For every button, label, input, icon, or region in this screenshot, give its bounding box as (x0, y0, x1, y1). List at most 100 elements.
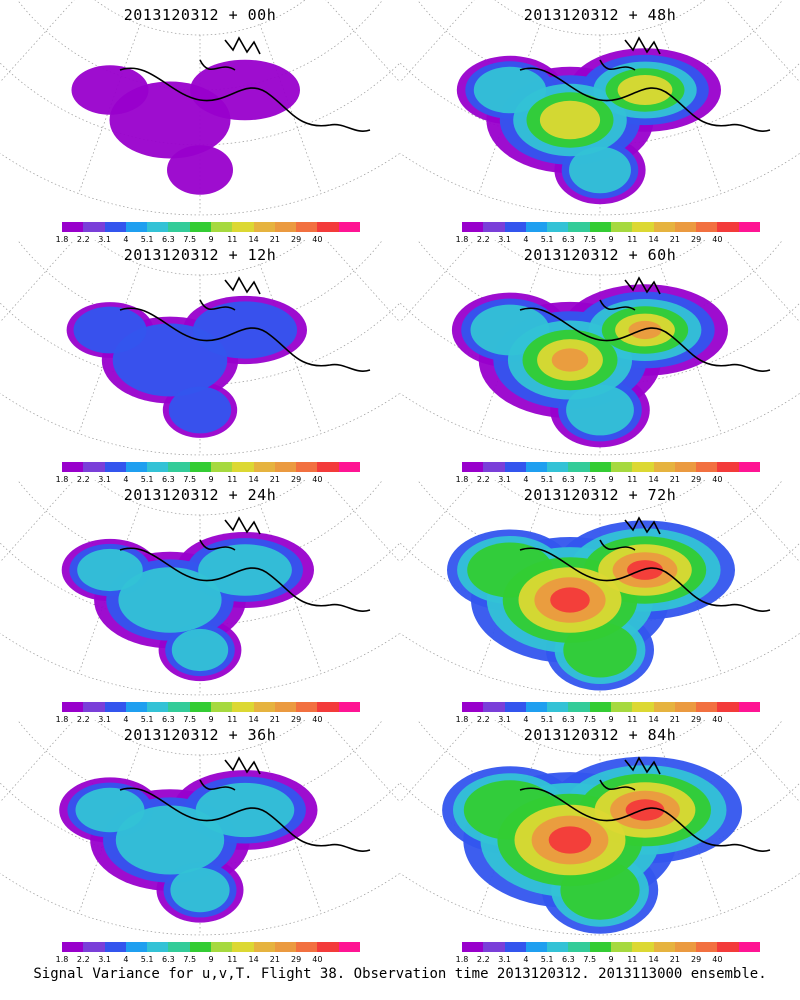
variance-map (400, 480, 800, 696)
colorbar-tick-label: 40 (312, 955, 323, 964)
colorbar-tick-label: 5.1 (540, 475, 554, 484)
colorbar-tick-label: 1.8 (55, 955, 69, 964)
colorbar-tick-label: 2.2 (476, 235, 490, 244)
colorbar-tick-label: 14 (648, 955, 659, 964)
coastline (519, 516, 771, 612)
colorbar-tick-label: 5.1 (140, 715, 154, 724)
colorbar-tick-label: 9 (208, 475, 214, 484)
colorbar-swatch (738, 702, 760, 712)
colorbar-tick-label: 7.5 (183, 955, 197, 964)
colorbar-swatch (210, 702, 233, 712)
colorbar-swatch (674, 702, 697, 712)
panel-title: 2013120312 + 12h (123, 246, 277, 264)
colorbar-swatch (83, 942, 105, 952)
colorbar-swatch (296, 942, 318, 952)
colorbar-tick-label: 40 (712, 955, 723, 964)
colorbar-swatch (168, 222, 190, 232)
forecast-panel: 2013120312 + 72h 1.8 2.2 3.1 4 5.1 6.3 7.5 9 11 14… (400, 480, 800, 724)
colorbar-tick-label: 3.1 (98, 955, 111, 964)
colorbar-swatch (232, 942, 254, 952)
colorbar-swatch (83, 222, 105, 232)
colorbar-tick-label: 2.2 (76, 715, 90, 724)
colorbar-swatch (210, 462, 233, 472)
colorbar-swatch (632, 462, 654, 472)
colorbar-swatch (483, 942, 505, 952)
colorbar-tick-label: 6.3 (562, 715, 575, 724)
panel-title: 2013120312 + 36h (123, 726, 277, 744)
colorbar-swatch (547, 222, 569, 232)
colorbar-swatch (147, 702, 169, 712)
colorbar-tick-label: 6.3 (162, 955, 175, 964)
colorbar-swatch (589, 702, 611, 712)
forecast-panel: 2013120312 + 48h 1.8 2.2 3.1 4 5.1 6.3 7.5 9 11 14… (400, 0, 800, 244)
colorbar-tick-label: 6.3 (162, 235, 175, 244)
colorbar-swatch (317, 942, 339, 952)
colorbar-swatch (338, 942, 360, 952)
colorbar-tick-label: 29 (691, 715, 702, 724)
colorbar-tick-label: 40 (312, 715, 323, 724)
colorbar-swatch (62, 462, 84, 472)
colorbar-ticks: 1.8 2.2 3.1 4 5.1 6.3 7.5 9 11 14 21 29 40 (56, 235, 360, 247)
colorbar-swatch (610, 702, 633, 712)
colorbar-tick-label: 21 (669, 235, 680, 244)
colorbar-swatch (338, 462, 360, 472)
colorbar-swatch (168, 462, 190, 472)
colorbar-tick-label: 11 (227, 475, 238, 484)
colorbar-swatch (296, 462, 318, 472)
colorbar-swatch (483, 222, 505, 232)
colorbar-swatch (653, 942, 675, 952)
colorbar-swatch (189, 222, 211, 232)
colorbar-tick-label: 1.8 (455, 715, 469, 724)
colorbar-swatch (589, 462, 611, 472)
colorbar-swatch (125, 942, 148, 952)
colorbar-tick-label: 3.1 (98, 235, 111, 244)
colorbar-tick-label: 9 (208, 715, 214, 724)
colorbar-tick-label: 4 (123, 475, 129, 484)
colorbar (62, 702, 360, 712)
variance-map (400, 0, 800, 216)
colorbar-swatch (632, 702, 654, 712)
forecast-panel: 2013120312 + 24h 1.8 2.2 3.1 4 5.1 6.3 7.5 9 11 14… (0, 480, 400, 724)
panel-title: 2013120312 + 60h (523, 246, 677, 264)
colorbar-tick-label: 21 (269, 955, 280, 964)
colorbar-tick-label: 2.2 (76, 235, 90, 244)
colorbar-tick-label: 7.5 (583, 235, 597, 244)
forecast-panel: 2013120312 + 00h 1.8 2.2 3.1 4 5.1 6.3 7.5 9 11 14… (0, 0, 400, 244)
colorbar-tick-label: 5.1 (540, 235, 554, 244)
variance-map (0, 480, 400, 696)
colorbar-tick-label: 6.3 (162, 475, 175, 484)
colorbar-swatch (696, 222, 718, 232)
colorbar-tick-label: 9 (608, 475, 614, 484)
colorbar-tick-label: 2.2 (476, 475, 490, 484)
colorbar-tick-label: 21 (669, 475, 680, 484)
colorbar-swatch (104, 702, 126, 712)
colorbar-tick-label: 9 (208, 955, 214, 964)
colorbar-swatch (632, 942, 654, 952)
colorbar-swatch (674, 942, 697, 952)
variance-field (66, 295, 307, 438)
colorbar-tick-label: 21 (269, 475, 280, 484)
coastline (119, 276, 371, 372)
colorbar-swatch (462, 462, 484, 472)
colorbar-ticks: 1.8 2.2 3.1 4 5.1 6.3 7.5 9 11 14 21 29 40 (456, 475, 760, 487)
colorbar-swatch (62, 222, 84, 232)
colorbar-tick-label: 29 (691, 235, 702, 244)
colorbar-tick-label: 1.8 (55, 715, 69, 724)
coastline (119, 516, 371, 612)
colorbar-tick-label: 2.2 (76, 475, 90, 484)
colorbar-swatch (338, 222, 360, 232)
colorbar-swatch (253, 222, 275, 232)
variance-map (0, 720, 400, 936)
variance-map (0, 240, 400, 456)
colorbar (62, 942, 360, 952)
colorbar-ticks: 1.8 2.2 3.1 4 5.1 6.3 7.5 9 11 14 21 29 40 (456, 955, 760, 967)
colorbar-swatch (504, 702, 526, 712)
colorbar-swatch (610, 462, 633, 472)
colorbar-swatch (568, 222, 590, 232)
colorbar (62, 462, 360, 472)
colorbar-swatch (296, 222, 318, 232)
colorbar-tick-label: 9 (608, 715, 614, 724)
colorbar-swatch (210, 222, 233, 232)
colorbar-tick-label: 4 (523, 955, 529, 964)
colorbar-swatch (317, 462, 339, 472)
